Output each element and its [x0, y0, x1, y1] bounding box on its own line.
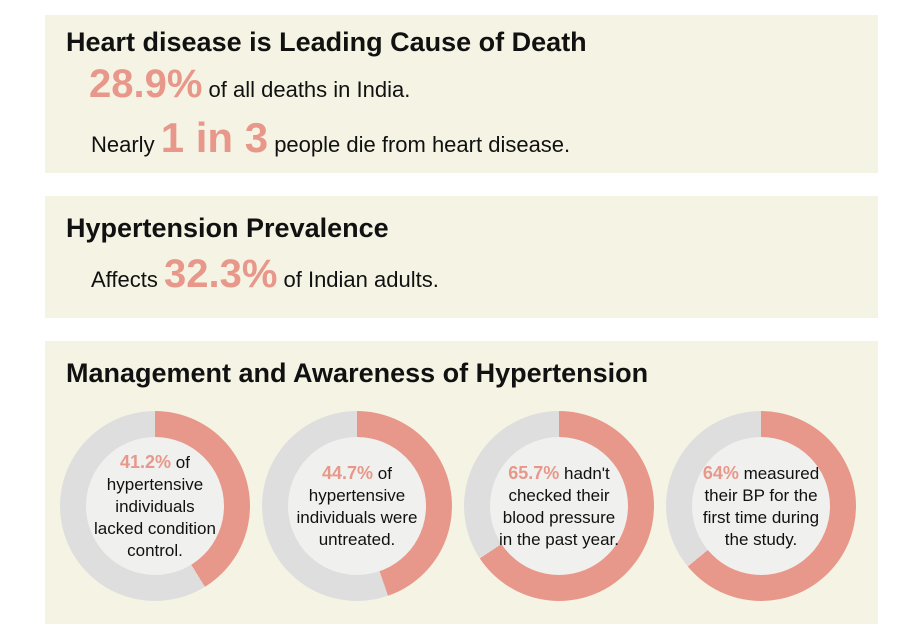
donut-text-a: measured — [738, 463, 820, 483]
heart-disease-title: Heart disease is Leading Cause of Death — [66, 27, 587, 57]
donut-text-b: their BP for the first time during the s… — [702, 485, 820, 549]
donut-caption: 65.7% hadn't checked their blood pressure… — [490, 462, 628, 551]
donut-text-a: hadn't — [559, 463, 610, 483]
donut-center: 44.7% of hypertensive individuals were un… — [288, 437, 426, 575]
prevalence-prefix: Affects — [91, 267, 164, 292]
donut-not-checked: 65.7% hadn't checked their blood pressure… — [464, 411, 654, 601]
death-ratio-value: 1 in 3 — [160, 114, 269, 161]
donut-percent: 65.7% — [508, 462, 560, 483]
donut-text-b: checked their blood pressure in the past… — [498, 485, 620, 549]
donut-text-a: of — [171, 452, 190, 472]
donut-caption: 44.7% of hypertensive individuals were un… — [290, 462, 424, 551]
donut-untreated: 44.7% of hypertensive individuals were un… — [262, 411, 452, 601]
deaths-share-line: 28.9% of all deaths in India. — [89, 62, 410, 107]
heart-disease-panel: Heart disease is Leading Cause of Death … — [45, 15, 878, 173]
donut-text-b: hypertensive individuals were untreated. — [296, 485, 418, 549]
hypertension-prevalence-title: Hypertension Prevalence — [66, 213, 389, 243]
management-awareness-panel: Management and Awareness of Hypertension… — [45, 341, 878, 624]
donut-center: 64% measured their BP for the first time … — [692, 437, 830, 575]
donut-first-measure: 64% measured their BP for the first time … — [666, 411, 856, 601]
donut-center: 41.2% of hypertensive individuals lacked … — [86, 437, 224, 575]
donut-uncontrolled: 41.2% of hypertensive individuals lacked … — [60, 411, 250, 601]
donut-caption: 41.2% of hypertensive individuals lacked … — [87, 451, 223, 562]
donut-center: 65.7% hadn't checked their blood pressure… — [490, 437, 628, 575]
death-ratio-line: Nearly 1 in 3 people die from heart dise… — [91, 114, 570, 162]
donut-caption: 64% measured their BP for the first time … — [692, 462, 830, 551]
donut-percent: 64% — [702, 462, 739, 483]
prevalence-line: Affects 32.3% of Indian adults. — [91, 252, 439, 297]
hypertension-prevalence-panel: Hypertension Prevalence Affects 32.3% of… — [45, 196, 878, 318]
management-awareness-title: Management and Awareness of Hypertension — [66, 358, 649, 388]
donut-text-b: hypertensive individuals lacked conditio… — [94, 474, 216, 560]
donut-text-a: of — [373, 463, 392, 483]
prevalence-value: 32.3% — [163, 252, 278, 296]
prevalence-text: of Indian adults. — [277, 267, 439, 292]
donut-percent: 41.2% — [120, 451, 172, 472]
deaths-share-value: 28.9% — [89, 62, 203, 106]
death-ratio-text: people die from heart disease. — [268, 132, 571, 157]
deaths-share-text: of all deaths in India. — [202, 77, 411, 102]
donut-percent: 44.7% — [322, 462, 374, 483]
death-ratio-prefix: Nearly — [91, 132, 161, 157]
